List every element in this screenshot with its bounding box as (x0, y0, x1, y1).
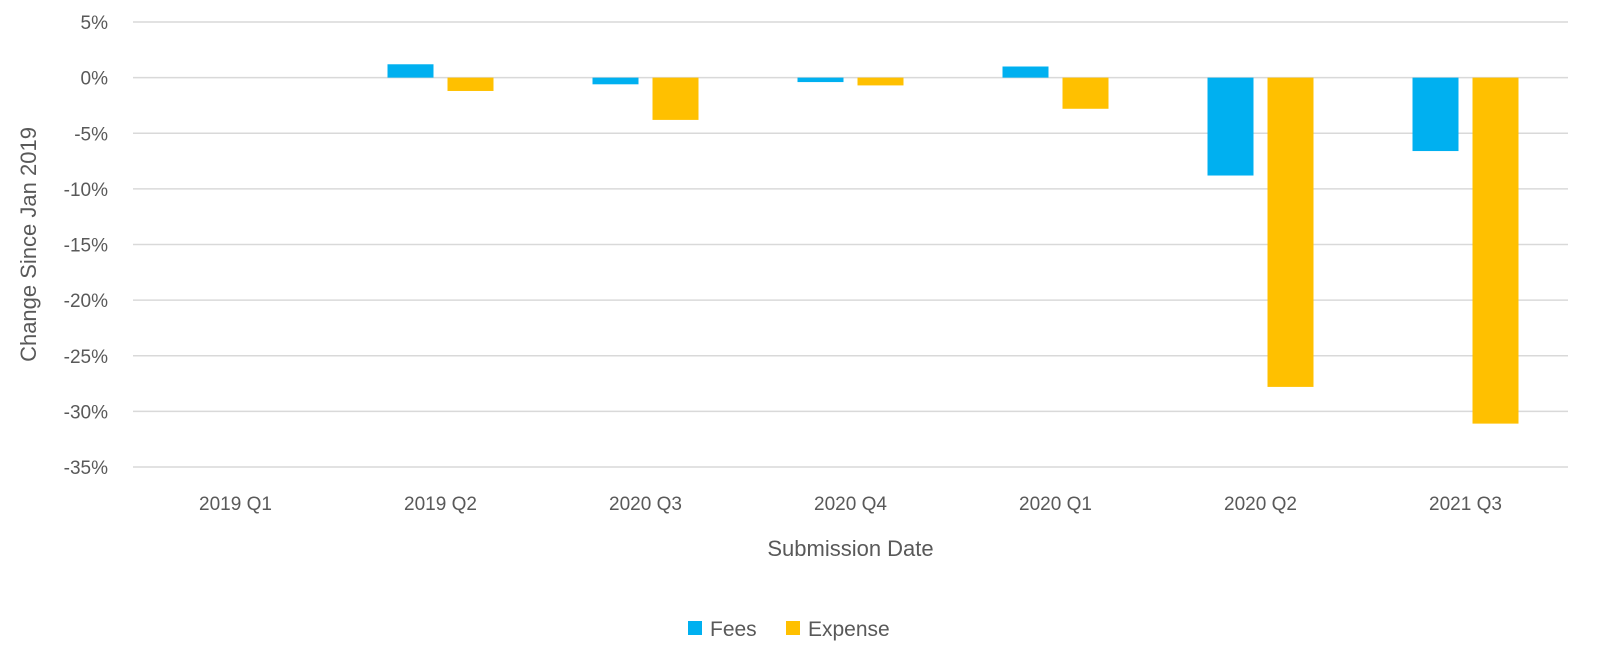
y-tick-label: -20% (64, 291, 108, 312)
gridlines (133, 21, 1568, 468)
x-tick-label: 2019 Q1 (199, 494, 272, 515)
legend-swatch-fees (688, 621, 702, 635)
y-tick-label: -25% (64, 347, 108, 368)
bar-expense-2 (652, 77, 699, 120)
y-axis-title: Change Since Jan 2019 (16, 127, 41, 362)
x-axis-title: Submission Date (767, 536, 933, 561)
x-axis-ticks: 2019 Q1 2019 Q2 2020 Q3 2020 Q4 2020 Q1 2020 … (199, 494, 1502, 515)
y-tick-label: -35% (64, 458, 108, 479)
bar-expense-4 (1062, 77, 1109, 109)
y-tick-label: -30% (64, 402, 108, 423)
legend-swatch-expense (786, 621, 800, 635)
y-tick-label: -5% (74, 124, 108, 145)
bars (387, 64, 1519, 424)
y-tick-label: -15% (64, 236, 108, 257)
bar-fees-5 (1207, 77, 1254, 176)
legend-label-expense: Expense (808, 618, 890, 641)
bar-expense-3 (857, 77, 904, 86)
legend-label-fees: Fees (710, 618, 757, 641)
y-tick-label: -10% (64, 180, 108, 201)
y-axis-ticks: 5% 0% -5% -10% -15% -20% -25% -30% -35% (64, 13, 108, 479)
bar-expense-1 (447, 77, 494, 91)
legend: Fees Expense (688, 618, 890, 641)
x-tick-label: 2020 Q3 (609, 494, 682, 515)
x-tick-label: 2020 Q2 (1224, 494, 1297, 515)
bar-fees-2 (592, 77, 639, 85)
y-tick-label: 0% (81, 69, 109, 90)
bar-fees-4 (1002, 66, 1049, 78)
bar-fees-3 (797, 77, 844, 83)
bar-expense-5 (1267, 77, 1314, 387)
x-tick-label: 2020 Q4 (814, 494, 887, 515)
bar-fees-6 (1412, 77, 1459, 152)
x-tick-label: 2020 Q1 (1019, 494, 1092, 515)
bar-expense-6 (1472, 77, 1519, 424)
x-tick-label: 2019 Q2 (404, 494, 477, 515)
bar-fees-1 (387, 64, 434, 78)
x-tick-label: 2021 Q3 (1429, 494, 1502, 515)
y-tick-label: 5% (81, 13, 109, 34)
